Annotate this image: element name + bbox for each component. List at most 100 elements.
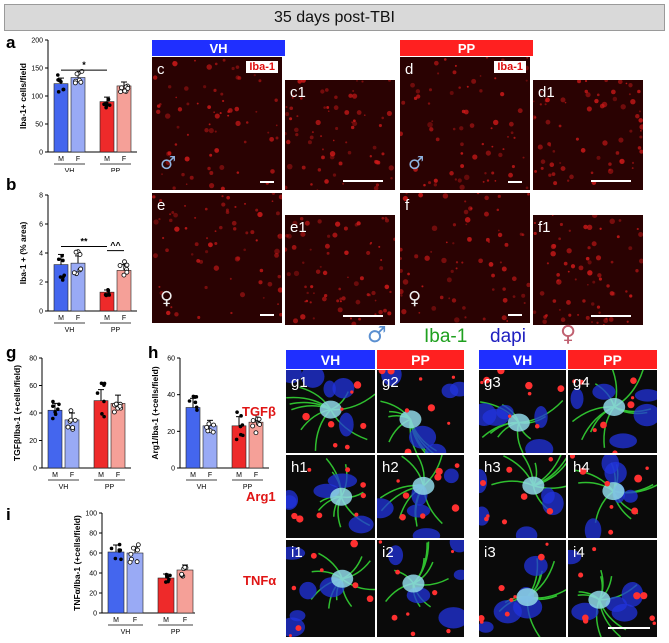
panel-label-g1: g1 <box>291 374 308 391</box>
data-point <box>72 80 78 86</box>
data-point <box>106 287 110 292</box>
group-bar-pp: PP <box>377 350 464 369</box>
y-tick-label: 8 <box>39 193 43 200</box>
y-tick-label: 50 <box>35 122 43 129</box>
data-point <box>78 266 84 272</box>
panel-label-d: d <box>405 61 414 78</box>
data-point <box>51 404 55 408</box>
panel-label-i3: i3 <box>484 544 496 561</box>
micrograph-e: e ♀ <box>152 193 282 323</box>
male-symbol: ♂ <box>408 153 425 174</box>
data-point <box>241 433 245 438</box>
fluor-h1: h1 <box>286 455 375 538</box>
y-tick-label: 60 <box>29 383 37 390</box>
y-tick-label: 20 <box>167 429 175 436</box>
data-point <box>78 79 84 85</box>
data-point <box>135 547 140 553</box>
micrograph-texture <box>285 80 394 190</box>
data-point <box>119 85 124 91</box>
group-label: VH <box>65 327 75 333</box>
data-point <box>56 407 60 412</box>
y-tick-label: 60 <box>167 356 175 363</box>
data-point <box>68 417 74 423</box>
bar <box>185 407 201 469</box>
data-point <box>99 381 104 386</box>
data-point <box>182 564 188 570</box>
x-tick-label: F <box>254 472 258 479</box>
micrograph-texture <box>533 215 643 325</box>
fluor-i2: i2 <box>377 540 464 637</box>
data-point <box>122 259 127 265</box>
data-point <box>191 394 196 399</box>
data-point <box>134 559 140 565</box>
fluorescence-texture <box>479 455 566 538</box>
y-tick-label: 0 <box>33 466 37 473</box>
data-point <box>61 258 65 263</box>
data-point <box>106 97 111 102</box>
fluorescence-texture <box>569 455 657 538</box>
y-tick-label: 4 <box>39 251 43 258</box>
row-label-tnf: TNFα <box>243 573 277 588</box>
x-tick-label: F <box>76 156 80 163</box>
fluorescence-texture <box>568 547 657 637</box>
x-tick-label: M <box>104 156 110 163</box>
x-tick-label: F <box>133 617 137 624</box>
micrograph-d1: d1 <box>533 80 643 190</box>
y-tick-label: 20 <box>89 591 97 598</box>
y-tick-label: 2 <box>39 280 43 287</box>
data-point <box>211 422 216 428</box>
bar <box>47 409 63 469</box>
female-symbol: ♀ <box>408 288 422 309</box>
panel-label-i1: i1 <box>291 544 303 561</box>
fluor-i3: i3 <box>479 540 566 637</box>
fluorescence-texture <box>377 455 460 538</box>
data-point <box>131 545 136 551</box>
significance-mark: ** <box>80 236 88 246</box>
panel-letter-i: i <box>6 505 11 524</box>
data-point <box>56 257 61 262</box>
scale-bar <box>260 314 274 316</box>
data-point <box>95 391 100 395</box>
data-point <box>102 414 106 419</box>
data-point <box>179 571 185 577</box>
y-tick-label: 20 <box>29 438 37 445</box>
group-label: VH <box>121 629 131 636</box>
x-tick-label: M <box>190 472 196 479</box>
data-point <box>239 414 243 418</box>
data-point <box>256 416 262 422</box>
fluor-i1: i1 <box>286 540 375 637</box>
scale-bar <box>508 181 522 183</box>
data-point <box>117 263 123 268</box>
y-axis-label: Arg1/Iba-1 (+cells/field) <box>150 366 160 459</box>
fluor-g1: g1 <box>286 370 375 453</box>
micrograph-texture <box>400 57 529 190</box>
group-bar-vh: VH <box>152 40 285 56</box>
data-point <box>117 403 123 409</box>
data-point <box>109 546 114 551</box>
y-axis-label: TNFα/Iba-1 (+cells/field) <box>72 515 82 611</box>
data-point <box>102 383 106 387</box>
micrograph-d: d Iba-1 ♂ <box>400 57 530 190</box>
micrograph-texture <box>400 193 530 323</box>
data-point <box>65 424 71 430</box>
data-point <box>74 71 80 77</box>
x-tick-label: F <box>116 472 120 479</box>
x-tick-label: M <box>163 617 169 624</box>
data-point <box>234 437 239 442</box>
chart-a: Iba-1+ cells/field 0 50 100 150 200 M F M F VH PP * <box>18 38 137 172</box>
y-tick-label: 0 <box>171 466 175 473</box>
scale-bar <box>343 315 383 317</box>
group-label: PP <box>111 168 121 172</box>
panel-label-f: f <box>405 197 410 214</box>
y-tick-label: 40 <box>167 392 175 399</box>
group-label: VH <box>65 168 75 172</box>
group-bar-pp: PP <box>568 350 657 369</box>
data-point <box>56 73 60 77</box>
x-tick-label: M <box>58 156 64 163</box>
fluorescence-texture <box>479 370 565 453</box>
data-point <box>206 421 212 427</box>
fluor-i4: i4 <box>568 540 657 637</box>
